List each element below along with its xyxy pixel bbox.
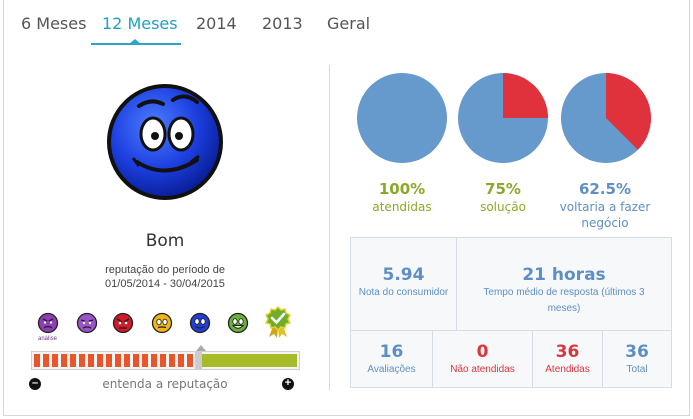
- reputation-bar: [31, 351, 300, 370]
- tab-geral[interactable]: Geral: [327, 14, 371, 33]
- stat-avaliacoes: 16 Avaliações: [350, 330, 433, 388]
- pie-atendidas: [357, 73, 447, 163]
- period-line-2: 01/05/2014 - 30/04/2015: [105, 278, 225, 290]
- badge-checkmark-icon[interactable]: [264, 306, 292, 338]
- stat-total-value: 36: [625, 342, 649, 362]
- stat-avaliacoes-value: 16: [379, 342, 404, 362]
- stat-nao-atendidas-value: 0: [476, 342, 489, 362]
- metric-solucao-label: solução: [480, 200, 526, 214]
- reputation-panel: [3, 0, 690, 416]
- sad-purple-icon[interactable]: [76, 312, 98, 334]
- plus-icon[interactable]: +: [282, 378, 294, 390]
- minus-icon[interactable]: –: [29, 378, 41, 390]
- happy-blue-icon[interactable]: [189, 312, 211, 334]
- tab-bar: 6 Meses 12 Meses 2014 2013 Geral: [0, 0, 693, 45]
- metric-voltaria-value: 62.5%: [578, 180, 632, 198]
- smiley-face-icon: [107, 84, 223, 200]
- tab-2013[interactable]: 2013: [262, 14, 303, 33]
- pie-slice-negative: [606, 73, 651, 150]
- understand-reputation-link[interactable]: entenda a reputação: [102, 377, 228, 391]
- pie-slice-negative: [503, 73, 548, 118]
- metric-atendidas-label: atendidas: [372, 200, 432, 214]
- reputation-bar-marker: [195, 352, 202, 369]
- stat-tempo: 21 horas Tempo médio de resposta (último…: [456, 237, 672, 331]
- stat-nao-atendidas: 0 Não atendidas: [432, 330, 533, 388]
- stats-grid: 5.94 Nota do consumidor 21 horas Tempo m…: [350, 237, 672, 388]
- pie-atendidas-slices: [357, 73, 447, 163]
- period-line-1: reputação do período de: [105, 264, 225, 276]
- pie-solucao-slices: [458, 73, 548, 163]
- stat-atendidas-label: Atendidas: [545, 364, 590, 375]
- metric-voltaria-label: voltaria a fazer negócio: [559, 200, 651, 230]
- stat-total-label: Total: [626, 364, 648, 375]
- analysis-label: análise: [38, 336, 58, 342]
- active-tab-underline: [91, 43, 181, 45]
- reputation-period: reputação do período de 01/05/2014 - 30/…: [0, 263, 330, 291]
- angry-purple-icon[interactable]: [37, 312, 59, 334]
- reputation-bar-red-segment: [34, 354, 195, 367]
- pie-slice-positive: [357, 73, 447, 163]
- metric-atendidas-value: 100%: [378, 180, 426, 198]
- stat-avaliacoes-label: Avaliações: [367, 364, 416, 375]
- metric-solucao-value: 75%: [485, 180, 521, 198]
- section-divider: [329, 65, 330, 390]
- reputation-bar-green-segment: [202, 354, 297, 367]
- tab-2014[interactable]: 2014: [196, 14, 237, 33]
- active-tab-caret: [129, 39, 141, 44]
- stat-tempo-value: 21 horas: [522, 265, 606, 285]
- stat-nao-atendidas-label: Não atendidas: [450, 364, 515, 375]
- angry-red-icon[interactable]: [112, 312, 134, 334]
- happy-green-icon[interactable]: [227, 312, 249, 334]
- pie-voltaria: [561, 73, 651, 163]
- stat-total: 36 Total: [602, 330, 672, 388]
- pie-solucao: [458, 73, 548, 163]
- stat-tempo-label: Tempo médio de resposta (últimos 3 meses…: [483, 287, 645, 314]
- tab-6-meses[interactable]: 6 Meses: [21, 14, 87, 33]
- reputation-label: Bom: [145, 231, 185, 251]
- stat-atendidas: 36 Atendidas: [532, 330, 603, 388]
- stat-atendidas-value: 36: [555, 342, 580, 362]
- bar-pointer: [196, 345, 206, 351]
- stat-nota-label: Nota do consumidor: [358, 287, 449, 298]
- pie-voltaria-slices: [561, 73, 651, 163]
- stat-nota-value: 5.94: [382, 265, 425, 285]
- neutral-yellow-icon[interactable]: [151, 312, 173, 334]
- stat-nota: 5.94 Nota do consumidor: [350, 237, 457, 331]
- tab-12-meses[interactable]: 12 Meses: [102, 14, 178, 33]
